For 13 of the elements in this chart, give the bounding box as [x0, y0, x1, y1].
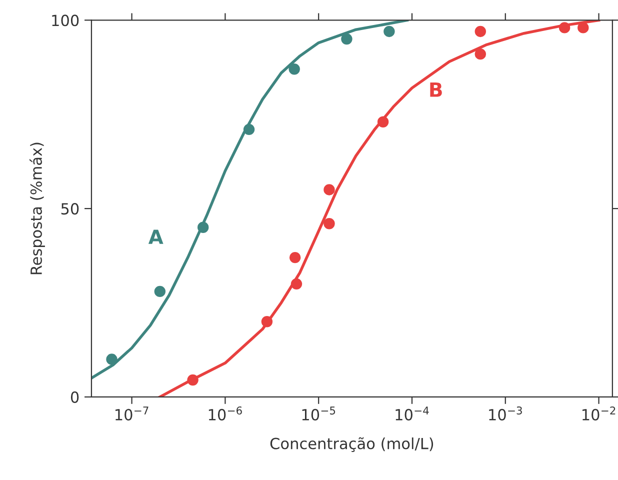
x-tick-label: 10$^{−6}$: [208, 406, 242, 420]
x-tick-label: 10$^{−5}$: [302, 406, 336, 420]
series-label: A: [148, 230, 164, 244]
y-tick-label: 0: [70, 391, 79, 403]
x-tick-label: 10$^{−4}$: [396, 406, 429, 420]
x-axis-title: Concentração (mol/L): [270, 437, 434, 452]
y-tick-label: 50: [61, 203, 79, 215]
y-tick-label: 100: [52, 14, 79, 26]
y-axis-title: Resposta (%máx): [30, 142, 45, 274]
x-tick-label: 10$^{−7}$: [116, 406, 148, 420]
text: B: [430, 82, 442, 97]
x-tick-label: 10$^{−3}$: [489, 406, 522, 420]
x-tick-label: 10$^{−2}$: [582, 406, 616, 420]
